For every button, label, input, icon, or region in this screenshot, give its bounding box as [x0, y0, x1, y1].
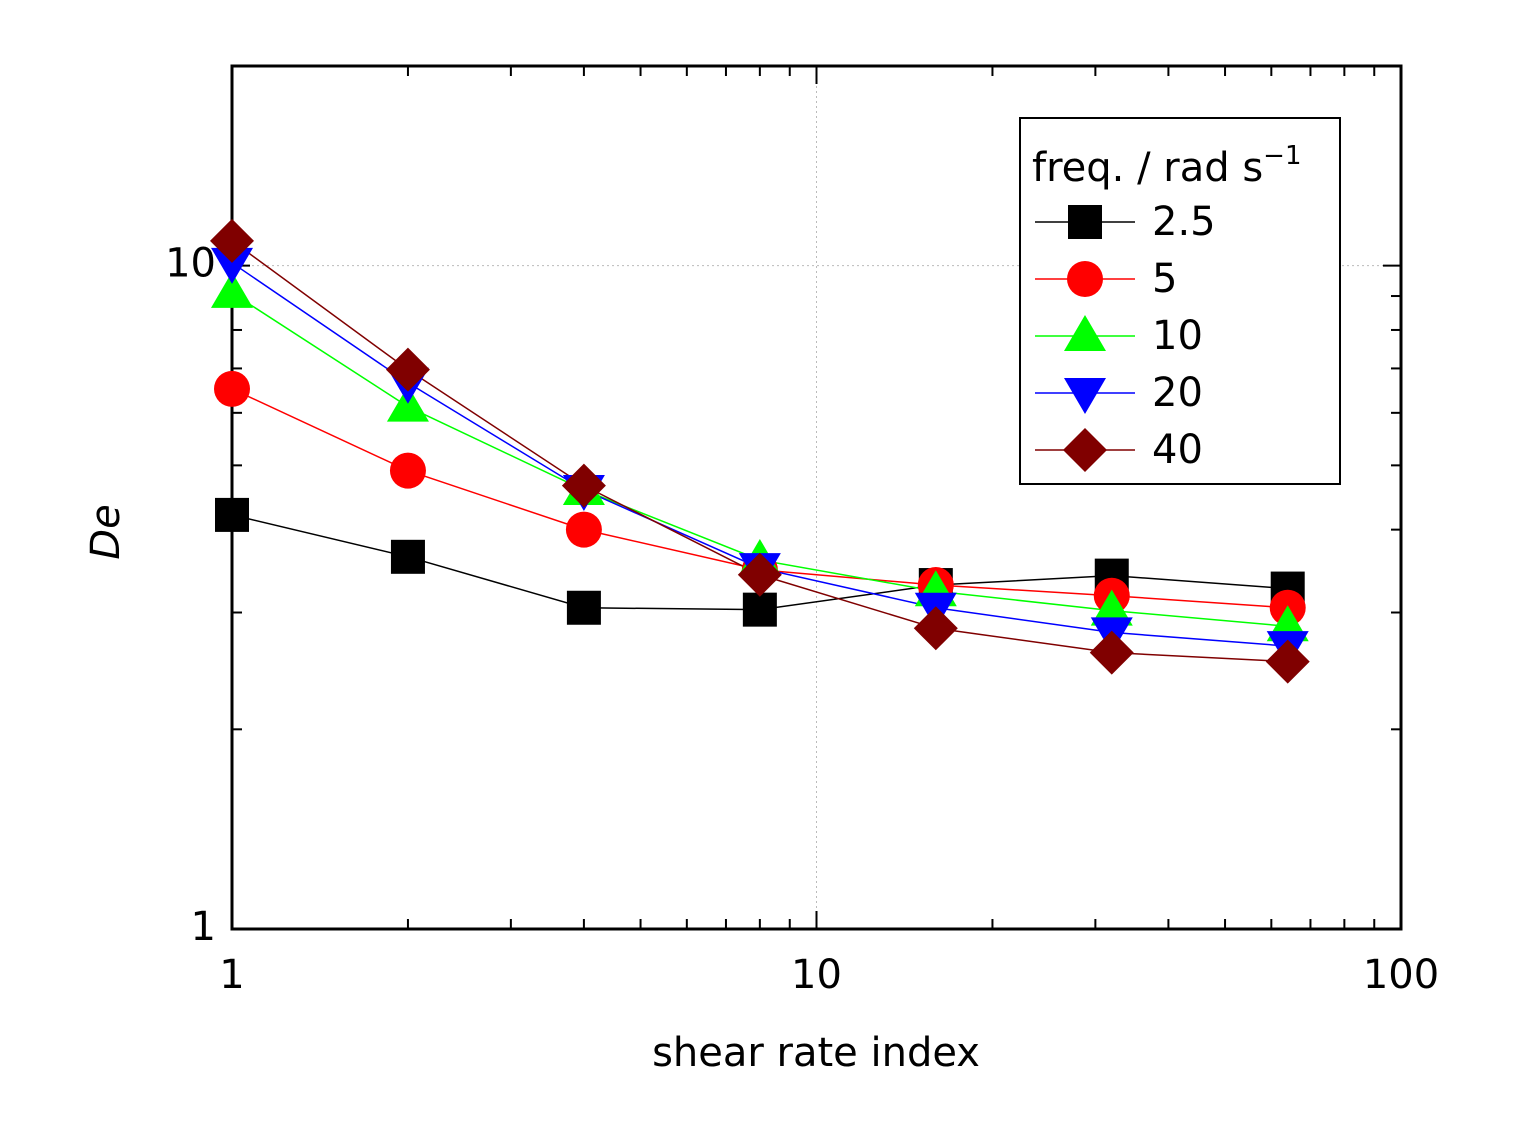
- marker: [1265, 639, 1310, 684]
- y-axis-label: De: [83, 504, 129, 559]
- legend-marker: [1064, 315, 1106, 351]
- marker: [737, 552, 782, 597]
- marker: [390, 539, 425, 574]
- legend-title-text: freq. / rad s: [1032, 145, 1263, 191]
- marker: [214, 370, 250, 407]
- legend-label: 20: [1152, 370, 1203, 416]
- legend-box: [1019, 117, 1341, 485]
- legend-label: 10: [1152, 313, 1203, 359]
- legend-marker: [1067, 261, 1103, 297]
- y-tick-label: 1: [191, 904, 216, 950]
- x-tick-label: 100: [1363, 952, 1439, 998]
- marker: [913, 606, 958, 651]
- y-tick-label: 10: [165, 241, 216, 287]
- legend-title-sup: −1: [1263, 141, 1301, 171]
- marker: [389, 452, 426, 489]
- legend-label: 5: [1152, 256, 1177, 302]
- marker: [561, 463, 606, 508]
- legend-label: 40: [1152, 427, 1203, 473]
- marker: [1089, 630, 1134, 675]
- x-tick-label: 10: [791, 952, 842, 998]
- x-axis-label: shear rate index: [652, 1030, 980, 1076]
- legend-marker: [1068, 205, 1102, 239]
- marker: [1090, 589, 1133, 626]
- marker: [211, 247, 253, 284]
- legend-marker: [1064, 378, 1106, 414]
- marker: [211, 271, 253, 308]
- marker: [215, 497, 249, 532]
- marker: [566, 590, 601, 625]
- marker: [565, 511, 602, 548]
- legend-title: freq. / rad s−1: [1032, 141, 1302, 192]
- marker: [742, 592, 777, 627]
- marker: [385, 347, 430, 392]
- marker: [210, 218, 254, 263]
- legend-label: 2.5: [1152, 199, 1216, 245]
- plot-frame: [230, 64, 1403, 931]
- legend-marker: [1063, 428, 1107, 472]
- x-tick-label: 1: [219, 952, 244, 998]
